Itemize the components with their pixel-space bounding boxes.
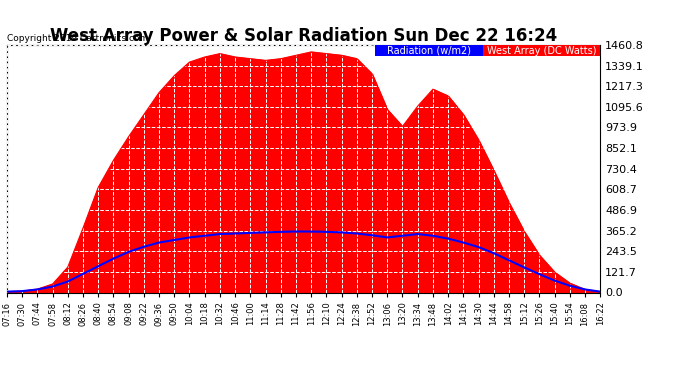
Text: Copyright 2019 Cartronics.com: Copyright 2019 Cartronics.com xyxy=(7,33,148,42)
Title: West Array Power & Solar Radiation Sun Dec 22 16:24: West Array Power & Solar Radiation Sun D… xyxy=(50,27,558,45)
